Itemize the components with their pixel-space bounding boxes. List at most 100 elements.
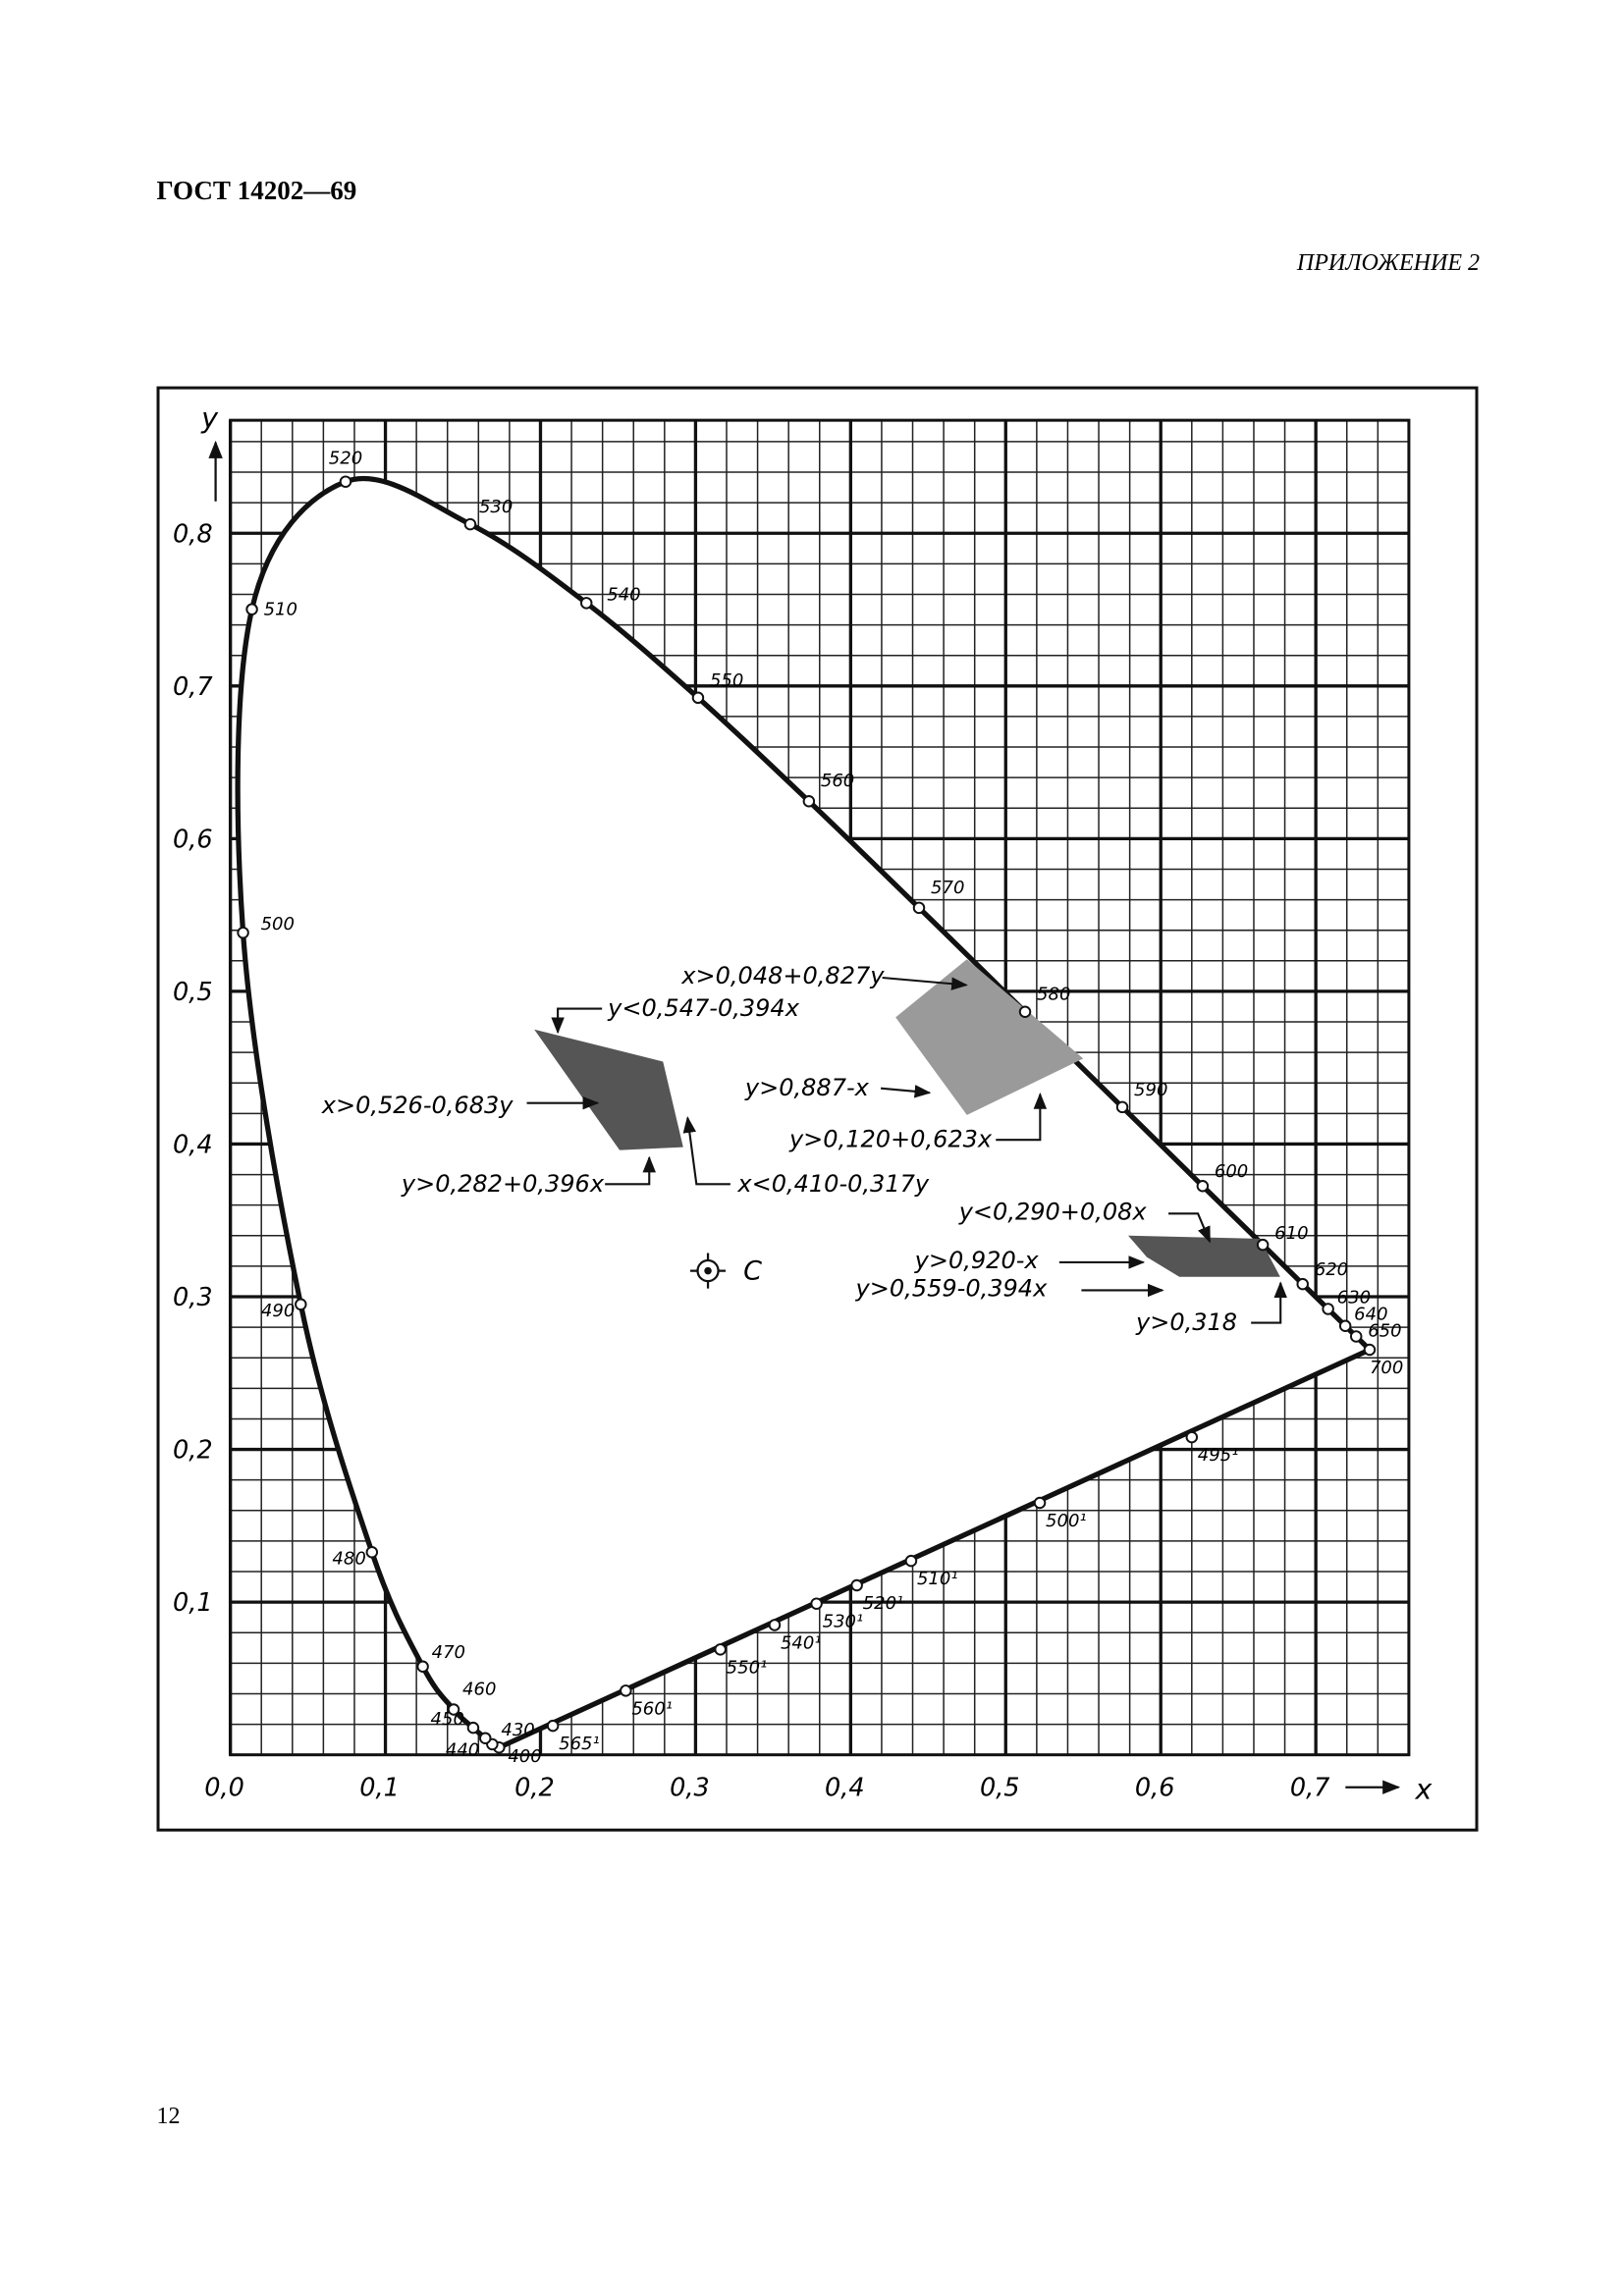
locus-point [579,597,593,610]
wavelength-label: 540 [607,584,640,605]
x-tick-label: 0,7 [1290,1774,1330,1803]
condition-arrow [605,1155,656,1186]
region-condition: y>0,887-x [744,1074,870,1101]
purple-point [546,1719,560,1733]
y-tick-label: 0,2 [173,1436,213,1466]
y-tick-label: 0,7 [173,672,213,702]
condition-arrow [682,1116,730,1186]
locus-point [1018,1005,1032,1018]
locus-point [416,1660,429,1673]
region-condition: x>0,526-0,683y [321,1092,514,1119]
spectral-locus [235,475,1372,1750]
white-point-cross [690,1253,727,1289]
locus-point [1115,1100,1129,1114]
region-condition: y<0,547-0,394x [607,994,800,1022]
complementary-label: 560¹ [631,1698,673,1719]
purple-point [768,1619,782,1631]
purple-point [1185,1430,1199,1444]
locus-point [466,1721,480,1735]
condition-arrow [882,976,968,990]
region [1128,1235,1280,1277]
y-axis-label: y [200,402,219,435]
wavelength-label: 440 [446,1740,479,1761]
x-tick-label: 0,3 [670,1774,710,1803]
wavelength-label: 630 [1337,1287,1371,1308]
wavelength-label: 700 [1370,1358,1403,1378]
region-condition: y>0,318 [1135,1308,1237,1336]
complementary-label: 565¹ [559,1734,600,1754]
chart-frame [156,386,1479,1832]
region-condition: x>0,048+0,827y [680,962,885,989]
complementary-label: 520¹ [863,1593,904,1614]
wavelength-label: 530 [479,497,513,517]
x-tick-label: 0,4 [825,1774,865,1803]
x-tick-label: 0,1 [359,1774,400,1803]
locus-point [1363,1343,1377,1357]
y-tick-label: 0,4 [173,1130,213,1159]
wavelength-label: 600 [1215,1161,1248,1182]
complementary-label: 500¹ [1046,1511,1087,1531]
region-condition: y>0,559-0,394x [855,1274,1049,1302]
locus-point [447,1703,460,1716]
locus-point [295,1298,307,1311]
locus-point [463,517,477,531]
locus-point [912,901,926,915]
locus-point [691,691,705,705]
locus-point [479,1732,492,1744]
y-tick-label: 0,6 [173,825,213,854]
wavelength-label: 620 [1315,1259,1348,1280]
white-point [704,1266,712,1275]
x-axis-label: x [1414,1774,1433,1806]
x-tick-label: 0,5 [980,1774,1020,1803]
locus-point [237,926,249,939]
wavelength-label: 590 [1134,1080,1167,1100]
x-tick-label: 0,0 [204,1774,244,1803]
wavelength-label: 450 [431,1709,464,1730]
region-condition: y>0,282+0,396x [401,1170,605,1198]
region-condition: y>0,120+0,623x [788,1126,993,1153]
wavelength-label: 490 [261,1301,295,1321]
locus-point [1338,1319,1352,1332]
condition-arrow [996,1092,1048,1142]
wavelength-label: 650 [1368,1320,1401,1341]
complementary-label: 495¹ [1198,1445,1239,1466]
condition-arrow [881,1085,932,1098]
complementary-label: 540¹ [781,1632,822,1653]
purple-line-edge [498,1347,1372,1750]
purple-point [620,1684,632,1697]
purple-point [850,1578,863,1592]
purple-point [1033,1496,1047,1510]
purple-point [904,1554,918,1568]
x-tick-label: 0,6 [1135,1774,1175,1803]
complementary-label: 510¹ [917,1569,958,1589]
purple-point [810,1597,823,1610]
wavelength-label: 610 [1274,1223,1308,1244]
wavelength-label: 400 [508,1746,541,1767]
locus-point [1256,1238,1270,1252]
locus-point [1349,1330,1363,1343]
complementary-label: 550¹ [727,1657,768,1678]
locus-point [1322,1303,1334,1315]
condition-arrow [1251,1281,1287,1324]
complementary-label: 530¹ [823,1612,864,1632]
locus-fill [238,478,1370,1748]
locus-point [1296,1277,1309,1291]
wavelength-label: 580 [1037,985,1070,1005]
page-number: 12 [157,2104,181,2129]
wavelength-label: 560 [821,771,854,791]
x-tick-label: 0,2 [514,1774,555,1803]
plot-border [229,418,1411,1757]
locus-point [339,475,352,488]
wavelength-label: 550 [710,670,743,691]
wavelength-label: 640 [1354,1305,1387,1325]
region [534,1029,683,1150]
condition-arrow [551,1007,603,1035]
wavelength-label: 470 [432,1642,465,1663]
condition-arrow [1168,1212,1212,1244]
appendix-label: ПРИЛОЖЕНИЕ 2 [1296,250,1480,276]
standard-code: ГОСТ 14202—69 [157,176,357,205]
locus-point [245,603,258,615]
y-tick-label: 0,1 [173,1588,213,1618]
white-point-label: C [743,1256,762,1287]
